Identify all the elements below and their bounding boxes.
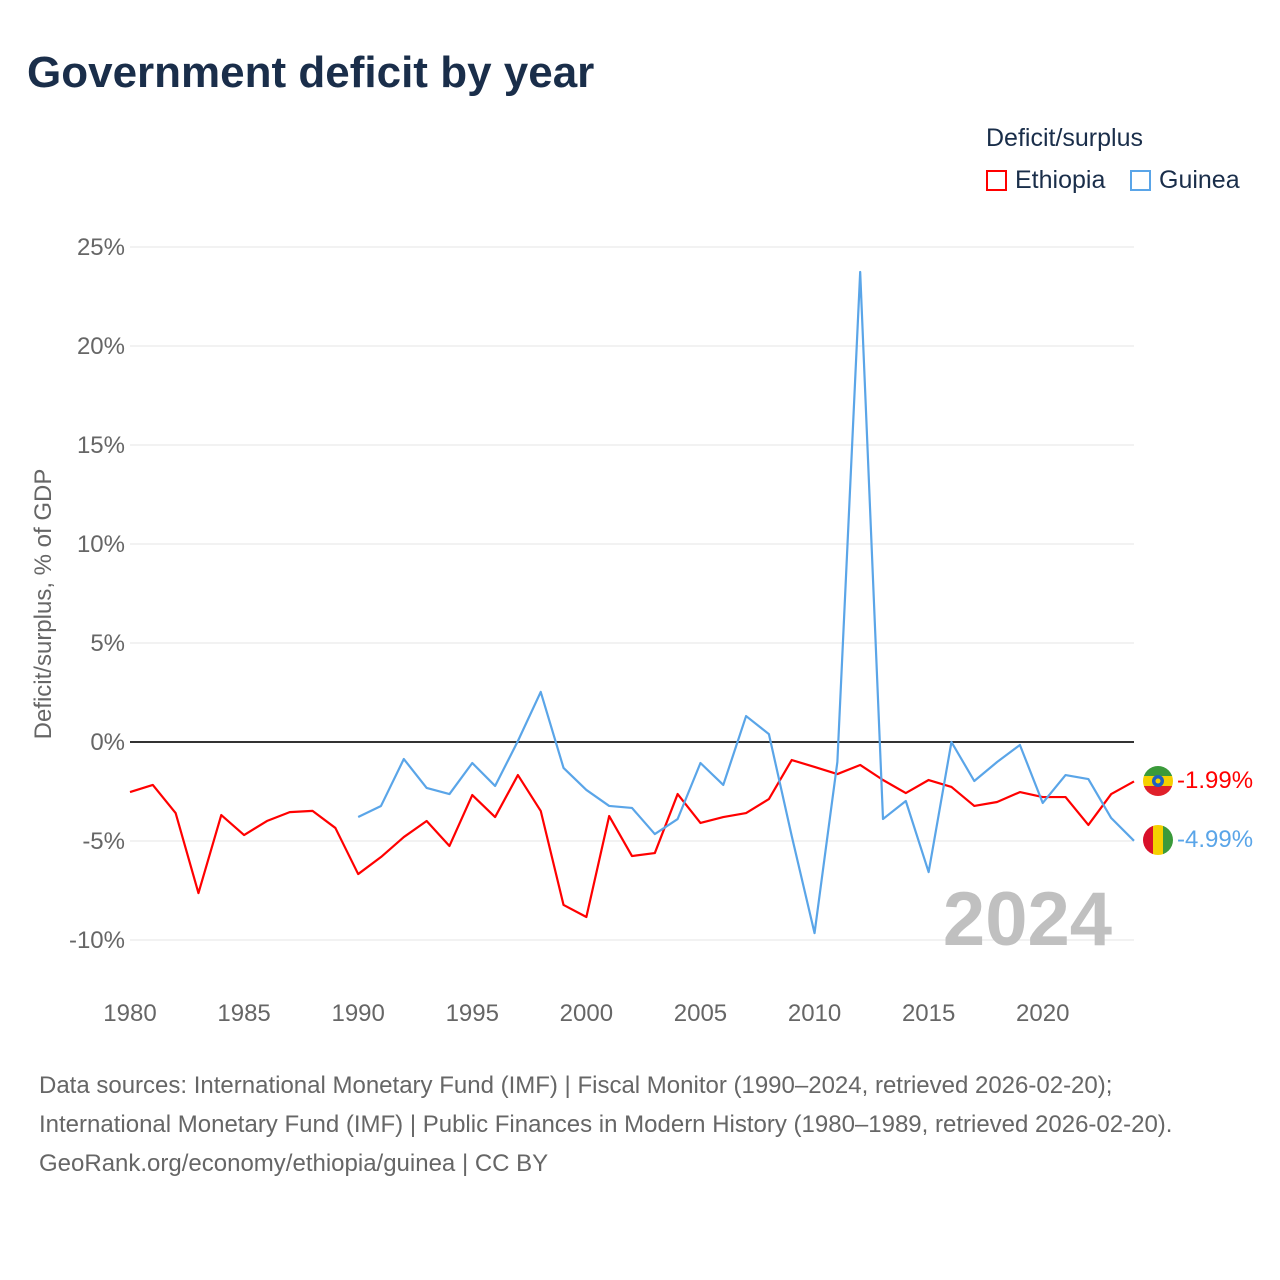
x-tick-label: 2010 — [788, 1000, 841, 1027]
x-tick-label: 2015 — [902, 1000, 955, 1027]
y-tick-label: 5% — [90, 630, 125, 657]
end-label-guinea: -4.99% — [1177, 826, 1253, 853]
y-tick-label: -5% — [82, 828, 125, 855]
y-tick-label: 0% — [90, 729, 125, 756]
x-tick-label: 1990 — [331, 1000, 384, 1027]
footer: Data sources: International Monetary Fun… — [39, 1066, 1239, 1183]
year-watermark: 2024 — [943, 877, 1112, 962]
y-tick-label: 10% — [77, 531, 125, 558]
x-tick-label: 2005 — [674, 1000, 727, 1027]
legend-label: Ethiopia — [1015, 166, 1106, 194]
series-line-ethiopia — [129, 758, 1135, 919]
data-sources: Data sources: International Monetary Fun… — [39, 1072, 1173, 1138]
y-axis-label: Deficit/surplus, % of GDP — [30, 469, 57, 740]
legend-item-ethiopia[interactable]: Ethiopia — [986, 166, 1105, 195]
y-tick-label: 20% — [77, 333, 125, 360]
x-tick-label: 2000 — [560, 1000, 613, 1027]
chart-title: Government deficit by year — [27, 48, 595, 97]
legend-swatch-ethiopia — [986, 170, 1007, 191]
credit-link[interactable]: GeoRank.org/economy/ethiopia/guinea | CC… — [39, 1150, 549, 1177]
line-chart: 25% 20% 15% 10% 5% 0% -5% -10% 1980 1985 1990 1995 2… — [30, 234, 1253, 1027]
y-tick-label: 25% — [77, 234, 125, 261]
x-tick-label: 2020 — [1016, 1000, 1069, 1027]
series-line-guinea — [357, 270, 1135, 935]
legend-title: Deficit/surplus — [986, 124, 1143, 152]
x-tick-label: 1985 — [217, 1000, 270, 1027]
y-tick-label: 15% — [77, 432, 125, 459]
flag-guinea-icon — [1143, 825, 1173, 855]
x-tick-label: 1995 — [446, 1000, 499, 1027]
y-tick-label: -10% — [69, 927, 125, 954]
legend-swatch-guinea — [1130, 170, 1151, 191]
x-tick-label: 1980 — [103, 1000, 156, 1027]
legend-item-guinea[interactable]: Guinea — [1130, 166, 1240, 195]
end-label-ethiopia: -1.99% — [1177, 767, 1253, 794]
flag-ethiopia-icon — [1143, 766, 1173, 796]
legend-label: Guinea — [1159, 166, 1240, 194]
